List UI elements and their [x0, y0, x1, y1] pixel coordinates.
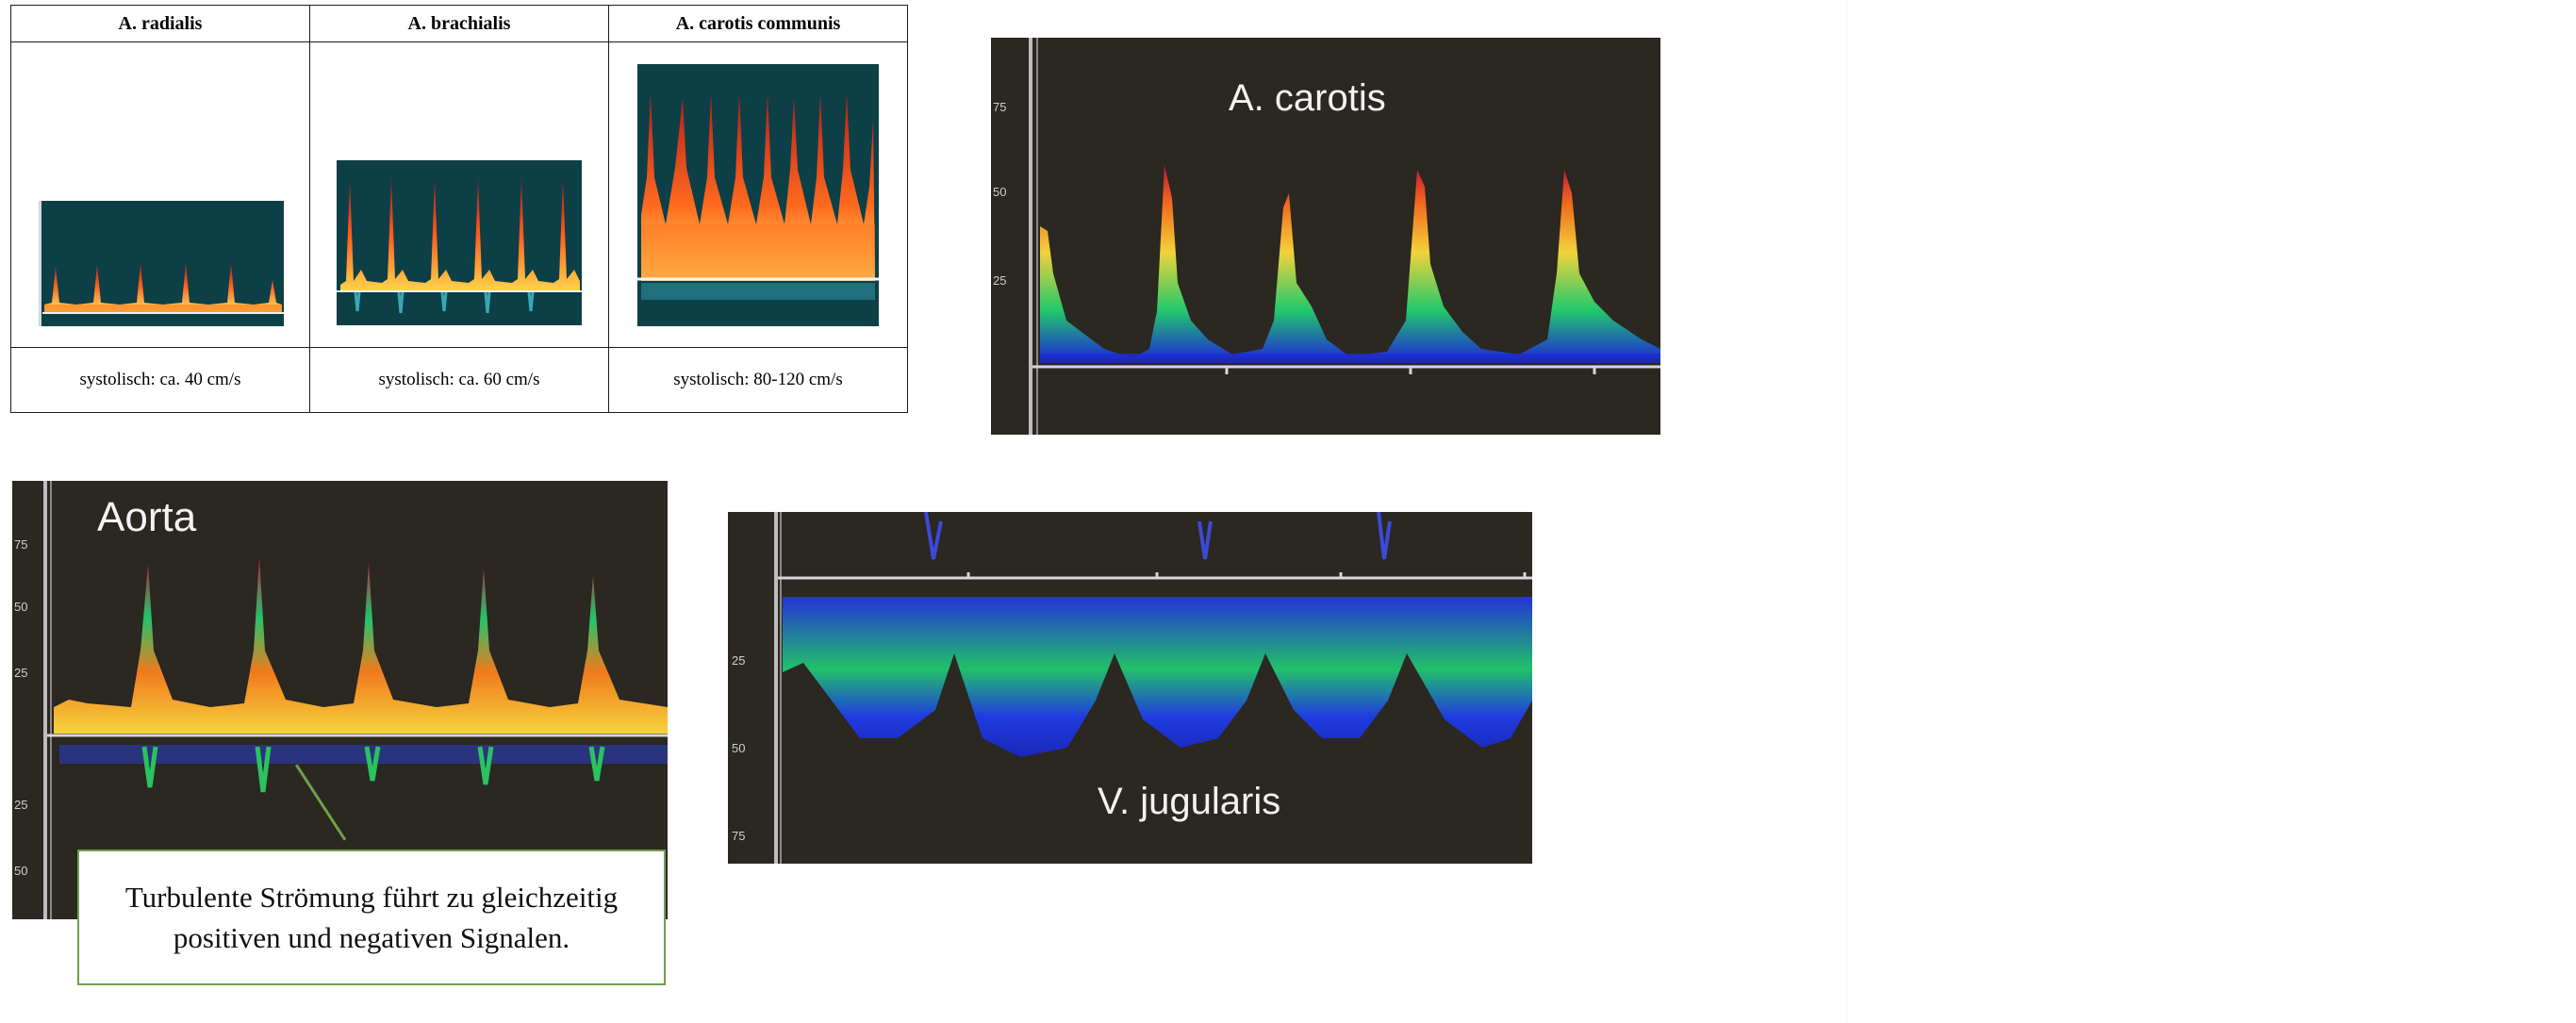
- carotis-tick-25: 25: [993, 273, 1007, 288]
- jugularis-tick-25: 25: [732, 653, 746, 668]
- aorta-doppler-trace: [43, 481, 668, 919]
- carotis-tick-75: 75: [993, 100, 1007, 114]
- blank-side-pane: [1848, 0, 2576, 1023]
- pane-divider: [1844, 0, 1848, 1023]
- turbulence-callout: Turbulente Strömung führt zu gleichzeiti…: [77, 850, 666, 985]
- aorta-doppler-panel: Aorta 75 50 25 25 50: [12, 481, 668, 919]
- cell-radialis-image: [10, 41, 310, 348]
- jugularis-doppler-panel: V. jugularis 25 50 75: [728, 512, 1532, 864]
- header-radialis: A. radialis: [10, 5, 310, 42]
- aorta-tick-25-upper: 25: [14, 666, 28, 680]
- caption-brachialis: systolisch: ca. 60 cm/s: [309, 347, 609, 413]
- aorta-tick-50-lower: 50: [14, 864, 28, 878]
- jugularis-tick-75: 75: [732, 829, 746, 843]
- carotis-communis-doppler-image: [637, 64, 879, 326]
- table-caption-row: systolisch: ca. 40 cm/s systolisch: ca. …: [10, 347, 908, 413]
- brachialis-doppler-image: [337, 160, 582, 325]
- radialis-doppler-image: [39, 201, 284, 326]
- table-header-row: A. radialis A. brachialis A. carotis com…: [10, 5, 908, 42]
- table-image-row: [10, 41, 908, 348]
- aorta-tick-75: 75: [14, 537, 28, 552]
- cell-brachialis-image: [309, 41, 609, 348]
- jugularis-doppler-trace: [774, 512, 1532, 864]
- carotis-title: A. carotis: [1229, 77, 1386, 119]
- carotis-tick-50: 50: [993, 185, 1007, 199]
- aorta-tick-50: 50: [14, 600, 28, 614]
- cell-carotis-communis-image: [608, 41, 908, 348]
- carotis-doppler-trace: [1029, 38, 1660, 435]
- aorta-tick-25-lower: 25: [14, 798, 28, 812]
- callout-line-2: positiven und negativen Signalen.: [173, 921, 570, 954]
- caption-radialis: systolisch: ca. 40 cm/s: [10, 347, 310, 413]
- header-carotis-communis: A. carotis communis: [608, 5, 908, 42]
- callout-line-1: Turbulente Strömung führt zu gleichzeiti…: [124, 881, 619, 914]
- jugularis-tick-50: 50: [732, 741, 746, 755]
- caption-carotis-communis: systolisch: 80-120 cm/s: [608, 347, 908, 413]
- carotis-doppler-panel: A. carotis 75 50 25: [991, 38, 1660, 435]
- jugularis-title: V. jugularis: [1098, 781, 1281, 822]
- aorta-title: Aorta: [97, 494, 197, 540]
- velocity-table: A. radialis A. brachialis A. carotis com…: [10, 5, 908, 413]
- header-brachialis: A. brachialis: [309, 5, 609, 42]
